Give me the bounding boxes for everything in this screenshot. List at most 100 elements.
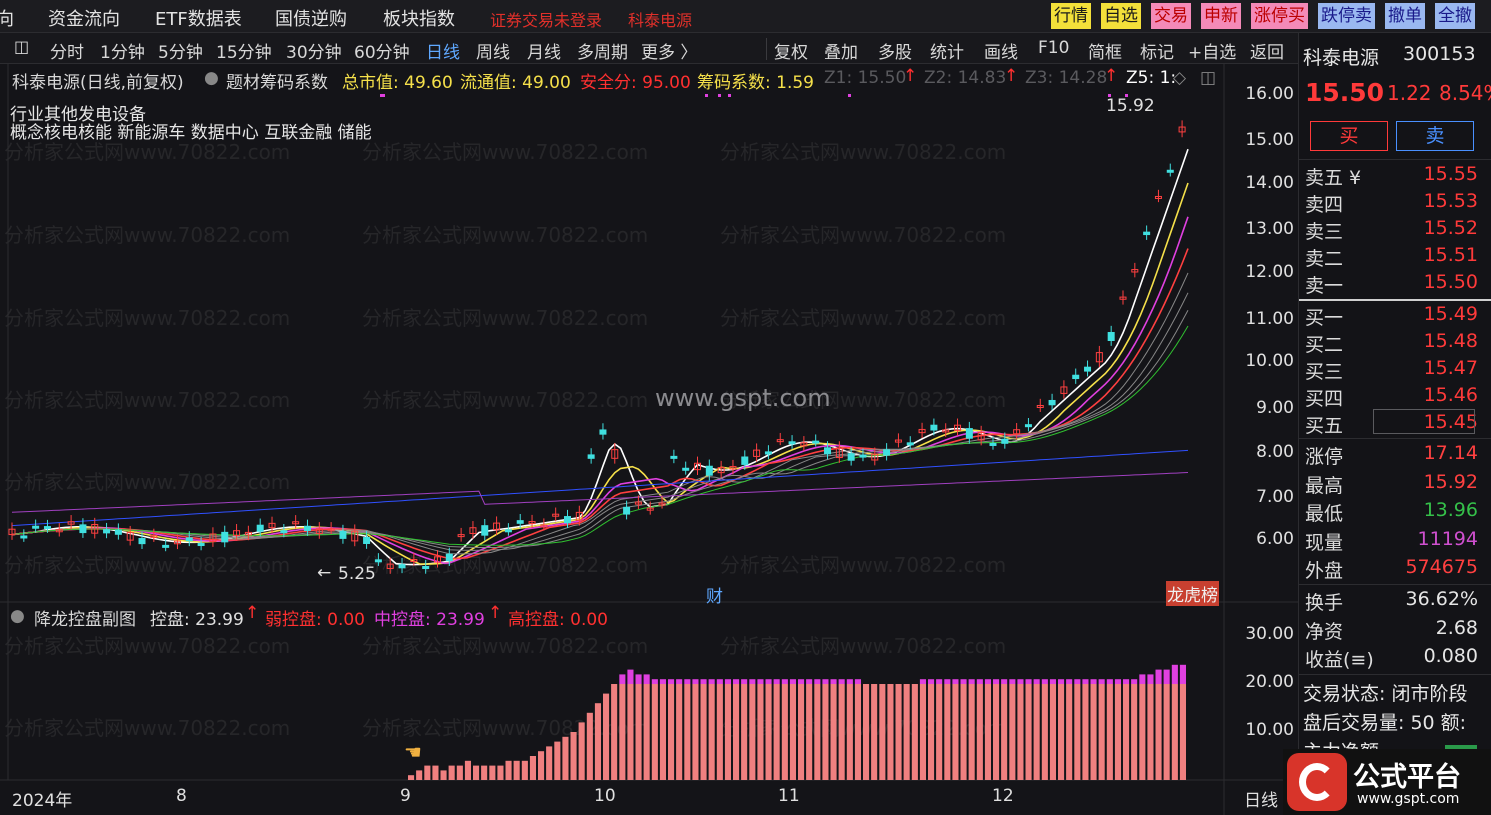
- control-bar: [464, 760, 471, 780]
- watchlist-button[interactable]: 自选: [1101, 3, 1141, 29]
- bid-row[interactable]: 买二 15.48: [1299, 328, 1491, 356]
- tab-daily[interactable]: 日线: [426, 43, 460, 63]
- menu-item-direction[interactable]: 向: [0, 9, 14, 30]
- logo-url: www.gspt.com: [1357, 791, 1460, 807]
- mid-control-bar: [822, 679, 829, 684]
- tab-more[interactable]: 更多 〉: [641, 43, 698, 63]
- financial-badge[interactable]: 财: [706, 587, 723, 607]
- bid-row[interactable]: 买一 15.49: [1299, 301, 1491, 329]
- ask-row[interactable]: 卖二 15.51: [1299, 242, 1491, 270]
- control-bar: [952, 684, 959, 780]
- control-bar: [993, 684, 1000, 780]
- ranking-badge[interactable]: 龙虎榜: [1166, 581, 1219, 606]
- control-bar: [822, 684, 829, 780]
- tool-overlay[interactable]: 叠加: [824, 43, 858, 63]
- tool-simple-frame[interactable]: 简框: [1088, 43, 1122, 63]
- mid-control-bar: [651, 679, 658, 684]
- control-bar: [684, 684, 691, 780]
- tab-5min[interactable]: 5分钟: [158, 43, 203, 63]
- tool-adjust[interactable]: 复权: [774, 43, 808, 63]
- stat-row[interactable]: 现量 11194: [1299, 526, 1491, 554]
- ask-row[interactable]: 卖一 15.50: [1299, 269, 1491, 297]
- candle-body: [552, 513, 560, 517]
- chart-area[interactable]: 分析家公式网www.70822.com 分析家公式网www.70822.com …: [0, 64, 1298, 815]
- cancel-order-button[interactable]: 撤单: [1385, 3, 1425, 29]
- sub-chart-title[interactable]: 降龙控盘副图: [34, 610, 136, 630]
- stat-row[interactable]: 涨停 17.14: [1299, 440, 1491, 468]
- candle-body: [8, 528, 16, 536]
- time-axis-label: 9: [400, 786, 411, 806]
- control-bar: [846, 684, 853, 780]
- tab-multi-period[interactable]: 多周期: [577, 43, 628, 63]
- control-bar: [911, 684, 918, 780]
- ask-row[interactable]: 卖三 15.52: [1299, 215, 1491, 243]
- quote-button[interactable]: 行情: [1051, 3, 1091, 29]
- candle-body: [776, 439, 784, 443]
- mid-control-bar: [1147, 674, 1154, 684]
- ask-row[interactable]: 卖四 15.53: [1299, 188, 1491, 216]
- percent-change: 8.54%: [1439, 81, 1491, 105]
- stat2-label: 换手: [1305, 592, 1344, 614]
- control-bar: [1025, 684, 1032, 780]
- tab-weekly[interactable]: 周线: [476, 43, 510, 63]
- control-bar: [814, 684, 821, 780]
- tool-f10[interactable]: F10: [1038, 38, 1070, 58]
- bid-row[interactable]: 买三 15.47: [1299, 355, 1491, 383]
- menu-item-etf[interactable]: ETF数据表: [155, 9, 242, 30]
- tab-30min[interactable]: 30分钟: [286, 43, 342, 63]
- limit-up-buy-button[interactable]: 涨停买: [1251, 3, 1308, 29]
- menu-item-repo[interactable]: 国债逆购: [275, 9, 347, 30]
- tool-statistics[interactable]: 统计: [930, 43, 964, 63]
- tool-back[interactable]: 返回: [1250, 43, 1284, 63]
- candle-body: [1107, 332, 1115, 342]
- indicator-name[interactable]: 题材筹码系数: [226, 73, 328, 93]
- stat-row[interactable]: 最低 13.96: [1299, 497, 1491, 525]
- tool-add-watchlist[interactable]: +自选: [1188, 43, 1237, 63]
- menu-item-sector-index[interactable]: 板块指数: [383, 9, 455, 30]
- cancel-all-button[interactable]: 全撤: [1435, 3, 1475, 29]
- mid-control-bar: [635, 674, 642, 684]
- stat-row[interactable]: 最高 15.92: [1299, 469, 1491, 497]
- bid-row[interactable]: 买四 15.46: [1299, 382, 1491, 410]
- candle-body: [209, 533, 217, 543]
- mid-control-bar: [1171, 664, 1178, 684]
- stat2-row[interactable]: 净资 2.68: [1299, 615, 1491, 643]
- candle-body: [233, 530, 241, 536]
- panel-toggle-icon[interactable]: ◫: [1200, 68, 1217, 88]
- control-bar: [651, 684, 658, 780]
- z1-value: Z1: 15.50: [824, 68, 907, 88]
- price-tick: 9.00: [1256, 398, 1294, 418]
- indicator-dropdown-icon[interactable]: ●: [204, 68, 219, 88]
- tool-mark[interactable]: 标记: [1140, 43, 1174, 63]
- mid-control-bar: [781, 679, 788, 684]
- sub-axis-tick: 20.00: [1245, 672, 1294, 692]
- tab-60min[interactable]: 60分钟: [354, 43, 410, 63]
- tool-multi-stock[interactable]: 多股: [878, 43, 912, 63]
- mid-control-bar: [700, 679, 707, 684]
- sell-button[interactable]: 卖: [1396, 121, 1474, 151]
- control-bar: [944, 684, 951, 780]
- login-status[interactable]: 证券交易未登录: [490, 11, 603, 30]
- buy-button[interactable]: 买: [1310, 121, 1388, 151]
- tab-15min[interactable]: 15分钟: [216, 43, 272, 63]
- diamond-icon[interactable]: ◇: [1173, 68, 1187, 88]
- tool-draw-line[interactable]: 画线: [984, 43, 1018, 63]
- menu-item-fund-flow[interactable]: 资金流向: [48, 9, 120, 30]
- ipo-button[interactable]: 申新: [1201, 3, 1241, 29]
- ask-row[interactable]: 卖五 ¥ 15.55: [1299, 161, 1491, 189]
- tab-monthly[interactable]: 月线: [527, 43, 561, 63]
- tab-1min[interactable]: 1分钟: [100, 43, 145, 63]
- float-market-value: 流通值: 49.00: [460, 73, 571, 93]
- sub-indicator-dropdown-icon[interactable]: ●: [10, 606, 25, 626]
- limit-down-sell-button[interactable]: 跌停卖: [1318, 3, 1375, 29]
- trade-button[interactable]: 交易: [1151, 3, 1191, 29]
- tab-intraday[interactable]: 分时: [50, 43, 84, 63]
- panel-toggle-icon[interactable]: ◫: [14, 37, 30, 56]
- stat2-row[interactable]: 换手 36.62%: [1299, 586, 1491, 614]
- candle-body: [918, 428, 926, 434]
- trade-status: 交易状态: 闭市阶段: [1303, 683, 1468, 705]
- candle-body: [1013, 429, 1021, 435]
- stat-row[interactable]: 外盘 574675: [1299, 554, 1491, 582]
- stat2-row[interactable]: 收益(≡) 0.080: [1299, 643, 1491, 671]
- bid-row[interactable]: 买五 15.45: [1299, 409, 1491, 437]
